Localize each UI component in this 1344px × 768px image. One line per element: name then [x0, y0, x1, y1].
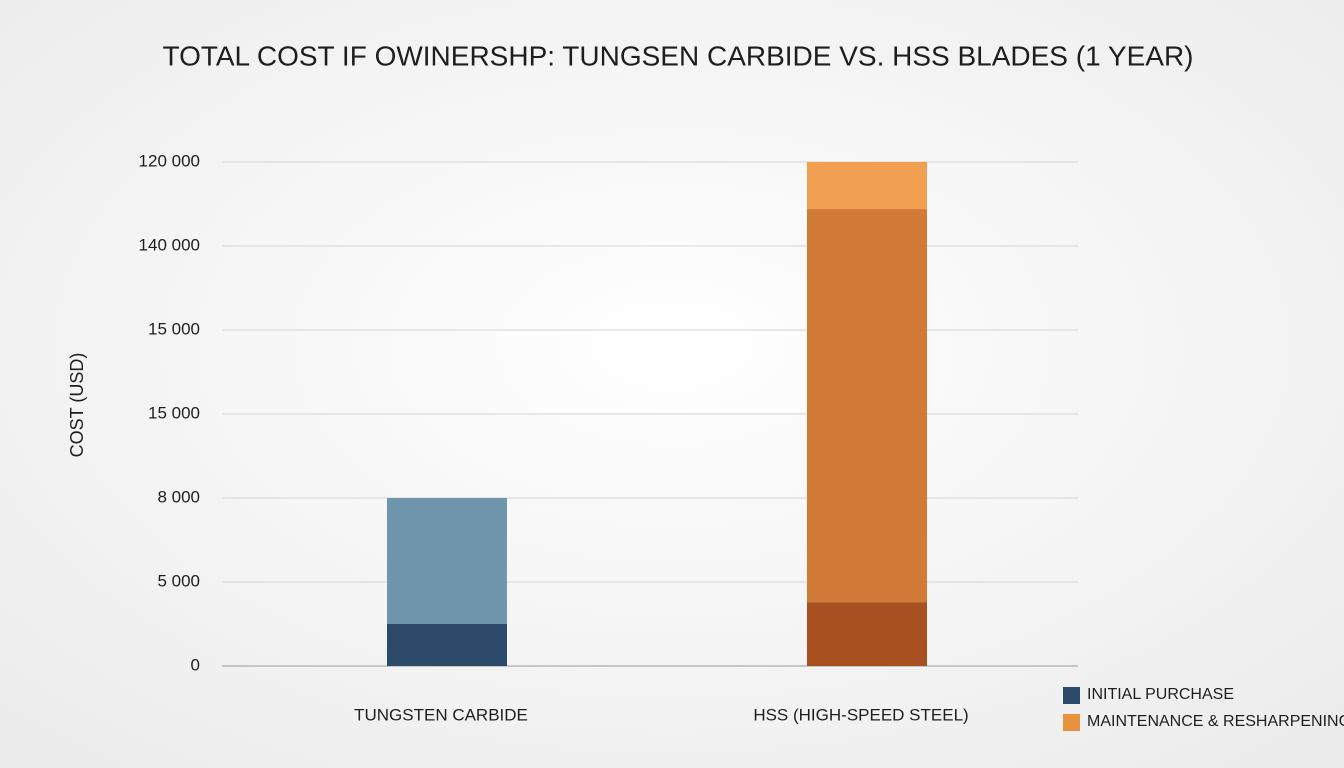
y-tick-label: 120 000 — [139, 151, 200, 170]
bar-segment — [387, 624, 507, 666]
bar-segment — [807, 602, 927, 666]
legend-label: MAINTENANCE & RESHARPENING — [1087, 713, 1344, 730]
bar-segment — [807, 209, 927, 603]
y-tick-label: 0 — [191, 655, 200, 674]
y-tick-label: 8 000 — [157, 487, 200, 506]
y-tick-label: 140 000 — [139, 235, 200, 254]
bar-segment — [807, 162, 927, 210]
legend-label: INITIAL PURCHASE — [1087, 686, 1234, 703]
legend-swatch — [1063, 714, 1080, 731]
y-tick-label: 15 000 — [148, 403, 200, 422]
chart-title: TOTAL COST IF OWINERSHP: TUNGSEN CARBIDE… — [162, 40, 1193, 71]
bar-segment — [387, 498, 507, 624]
x-tick-label: TUNGSTEN CARBIDE — [354, 705, 528, 724]
x-tick-label: HSS (HIGH-SPEED STEEL) — [753, 705, 968, 724]
y-axis-label: COST (USD) — [67, 353, 87, 458]
y-tick-label: 15 000 — [148, 319, 200, 338]
y-tick-label: 5 000 — [157, 571, 200, 590]
legend-swatch — [1063, 687, 1080, 704]
